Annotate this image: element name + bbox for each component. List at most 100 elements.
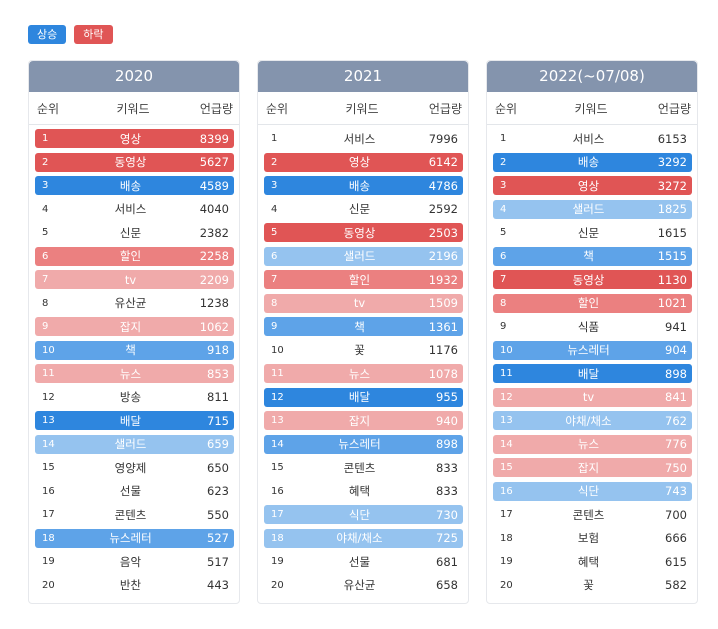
rank-cell: 14 [42,438,55,450]
keyword-cell: 동영상 [114,155,147,169]
count-cell: 904 [665,343,687,357]
keyword-cell: 동영상 [572,272,605,287]
rank-cell: 18 [42,532,55,544]
table-row: 6 할인 2258 [35,246,234,266]
count-cell: 1078 [428,366,458,381]
keyword-cell: 선물 [348,554,371,569]
keyword-cell: 음악 [119,554,142,569]
count-cell: 2592 [428,202,458,216]
rank-cell: 15 [271,462,284,473]
rank-cell: 8 [500,297,507,309]
count-cell: 659 [207,437,229,451]
keyword-cell: 콘텐츠 [114,507,147,522]
rank-cell: 19 [271,556,284,567]
panel-title: 2022(~07/08) [487,61,697,92]
count-cell: 833 [436,460,458,475]
keyword-cell: 책 [583,249,594,263]
count-cell: 1238 [199,296,229,310]
rank-cell: 12 [42,391,55,403]
count-cell: 730 [436,507,458,522]
table-row: 4 서비스 4040 [35,200,234,219]
keyword-cell: 책 [125,343,136,357]
rank-cell: 19 [42,556,55,567]
keyword-cell: 신문 [348,202,371,216]
table-row: 12 tv 841 [493,387,692,407]
table-row: 2 동영상 5627 [35,152,234,172]
panel-title: 2020 [29,61,239,92]
keyword-cell: 선물 [119,484,142,498]
count-cell: 1509 [428,296,458,310]
keyword-cell: 콘텐츠 [572,507,605,522]
count-cell: 4786 [428,178,458,193]
rank-cell: 7 [271,274,278,285]
keyword-cell: 책 [354,319,365,334]
rank-cell: 3 [500,180,507,191]
table-row: 9 식품 941 [493,317,692,336]
column-header-row: 순위 키워드 언급량 [487,92,697,125]
keyword-cell: 할인 [119,249,142,263]
table-row: 11 뉴스 1078 [264,364,463,383]
count-cell: 681 [436,554,458,569]
table-row: 8 유산균 1238 [35,294,234,313]
ranking-panel-3: 2022(~07/08) 순위 키워드 언급량 1 서비스 6153 2 배송 3292 3 영상 32… [486,60,698,604]
table-row: 17 콘텐츠 700 [493,505,692,524]
keyword-cell: 보험 [577,531,600,545]
count-cell: 7996 [428,131,458,146]
count-cell: 743 [665,484,687,498]
ranking-panel-2: 2021 순위 키워드 언급량 1 서비스 7996 2 영상 6142 3 배송 4786 4 신문 259… [257,60,469,604]
table-row: 13 잡지 940 [264,411,463,430]
count-cell: 750 [665,460,687,475]
keyword-cell: 영상 [119,131,142,146]
table-row: 16 식단 743 [493,481,692,501]
count-column-header: 언급량 [199,101,233,116]
keyword-cell: tv [124,272,137,287]
rank-cell: 1 [271,133,278,144]
rank-cell: 13 [500,415,513,426]
table-row: 8 tv 1509 [264,293,463,313]
rank-cell: 11 [42,368,55,379]
count-cell: 833 [436,484,458,498]
count-cell: 841 [665,390,687,404]
table-row: 3 배송 4589 [35,176,234,195]
count-cell: 1515 [657,249,687,263]
count-cell: 955 [436,390,458,404]
table-row: 19 혜택 615 [493,552,692,571]
keyword-cell: 뉴스레터 [567,343,610,357]
rank-cell: 5 [271,227,278,238]
count-cell: 6153 [657,131,687,146]
count-cell: 650 [207,460,229,475]
table-row: 5 동영상 2503 [264,223,463,242]
count-cell: 4589 [199,178,229,193]
count-column-header: 언급량 [657,101,691,116]
rank-cell: 2 [500,156,507,168]
rank-cell: 7 [500,274,507,285]
rank-cell: 8 [42,297,49,309]
keyword-cell: 잡지 [348,413,371,428]
table-row: 14 뉴스레터 898 [264,434,463,454]
keyword-cell: 샐러드 [343,249,376,263]
table-row: 15 영양제 650 [35,458,234,477]
rank-cell: 13 [271,415,284,426]
rank-cell: 19 [500,556,513,567]
count-cell: 582 [665,578,687,592]
rank-cell: 8 [271,297,278,309]
table-row: 16 혜택 833 [264,482,463,501]
table-row: 3 배송 4786 [264,176,463,195]
rank-cell: 10 [271,344,284,356]
keyword-column-header: 키워드 [345,101,379,116]
count-cell: 853 [207,366,229,381]
keyword-cell: tv [353,296,366,310]
count-cell: 700 [665,507,687,522]
count-cell: 2258 [199,249,229,263]
keyword-cell: 뉴스레터 [338,437,381,451]
table-row: 17 콘텐츠 550 [35,505,234,524]
table-row: 1 서비스 6153 [493,129,692,148]
rank-cell: 7 [42,274,49,285]
keyword-cell: 유산균 [114,296,147,310]
rank-cell: 14 [500,438,513,450]
rank-cell: 16 [500,485,513,497]
table-row: 20 꽃 582 [493,576,692,595]
rank-cell: 12 [500,391,513,403]
table-row: 20 반찬 443 [35,576,234,595]
keyword-cell: 서비스 [343,131,376,146]
